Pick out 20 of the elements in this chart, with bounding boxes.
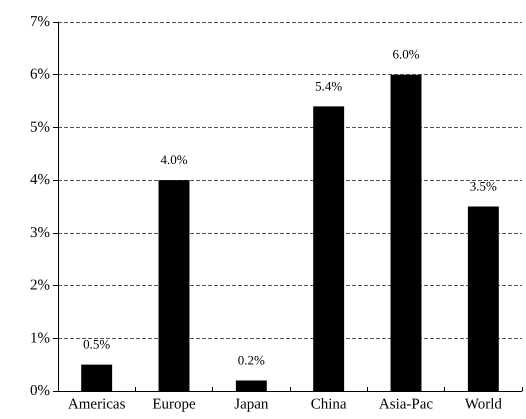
x-tick-label: Asia-Pac xyxy=(378,396,434,412)
data-label: 4.0% xyxy=(160,152,188,168)
y-tick-label: 7% xyxy=(30,14,50,30)
data-label: 0.2% xyxy=(238,352,266,368)
y-tick-label: 6% xyxy=(30,66,50,83)
y-tick-label: 3% xyxy=(30,224,50,241)
data-label: 6.0% xyxy=(392,46,420,62)
data-label: 0.5% xyxy=(83,336,110,352)
y-tick-label: 0% xyxy=(30,383,50,399)
y-tick-label: 4% xyxy=(30,172,50,188)
y-tick-label: 2% xyxy=(30,278,50,294)
data-label: 5.4% xyxy=(315,78,342,94)
data-label: 3.5% xyxy=(470,178,498,194)
y-tick-label: 5% xyxy=(30,119,50,136)
y-tick-label: 1% xyxy=(30,330,50,346)
x-tick-label: Americas xyxy=(68,396,126,412)
x-tick-label: Europe xyxy=(152,396,196,412)
x-tick-label: Japan xyxy=(234,396,269,412)
x-tick-label: World xyxy=(464,396,502,412)
x-tick-label: China xyxy=(310,396,347,412)
